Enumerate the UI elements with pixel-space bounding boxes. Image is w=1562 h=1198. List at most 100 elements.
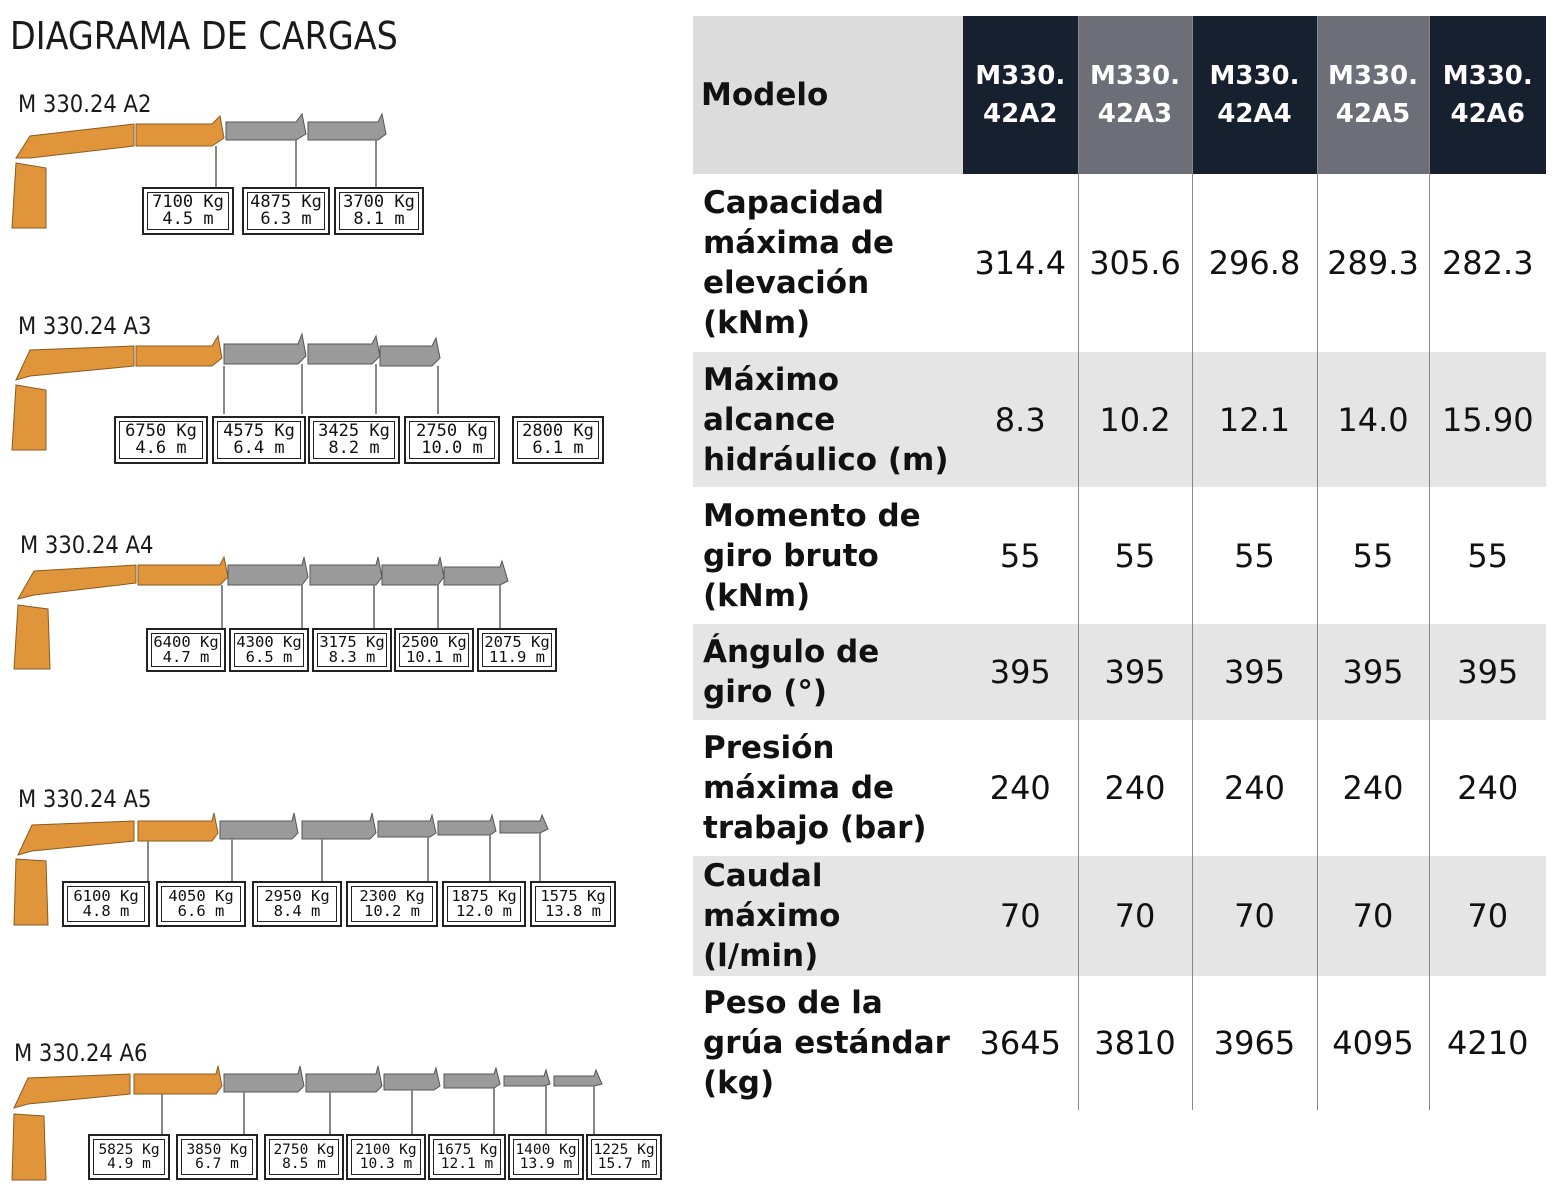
boom-segment-orange [133, 1065, 223, 1095]
table-cell: 8.3 [963, 352, 1078, 487]
boom-segment-gray [223, 1065, 305, 1093]
boom-segment-gray [301, 812, 377, 840]
load-box: 1225 Kg 15.7 m [586, 1134, 662, 1180]
table-row: Caudal máximo (l/min) 70 70 70 70 70 [693, 856, 1546, 976]
table-cell: 70 [1077, 856, 1192, 976]
header-model-42a2: M330. 42A2 [963, 16, 1078, 174]
table-cell: 240 [1077, 720, 1192, 856]
table-header-row: Modelo M330. 42A2 M330. 42A3 M330. 42A4 M33… [693, 16, 1546, 174]
crane-label-a4: M 330.24 A4 [20, 531, 154, 559]
table-cell: 3810 [1077, 976, 1192, 1110]
boom-arm-orange [15, 123, 135, 159]
boom-segment-gray [223, 332, 307, 365]
table-cell: 282.3 [1428, 174, 1546, 352]
table-cell: 395 [963, 624, 1078, 720]
load-box: 2750 Kg 8.5 m [264, 1134, 344, 1180]
load-box: 6750 Kg 4.6 m [114, 416, 208, 464]
table-cell: 55 [1316, 487, 1429, 624]
boom-segment-gray [307, 334, 381, 365]
table-row: Máximo alcance hidráulico (m) 8.3 10.2 12.… [693, 352, 1546, 487]
table-cell: 55 [1428, 487, 1546, 624]
boom-segment-gray [503, 1068, 551, 1087]
table-cell: 395 [1428, 624, 1546, 720]
table-cell: 70 [1428, 856, 1546, 976]
boom-segment-gray [443, 559, 509, 586]
row-label-weight: Peso de la grúa estándar (kg) [703, 985, 950, 1101]
load-box: 4300 Kg 6.5 m [229, 628, 309, 672]
load-box: 3700 Kg 8.1 m [334, 187, 424, 235]
table-cell: 305.6 [1077, 174, 1192, 352]
load-box: 1875 Kg 12.0 m [442, 881, 526, 927]
load-box: 3425 Kg 8.2 m [308, 416, 400, 464]
crane-diagram-a4 [13, 555, 509, 670]
boom-segment-gray [379, 336, 441, 367]
crane-label-a3: M 330.24 A3 [18, 312, 152, 340]
boom-segment-orange [137, 812, 219, 842]
table-cell: 70 [963, 856, 1078, 976]
table-cell: 70 [1191, 856, 1317, 976]
crane-column [13, 604, 51, 670]
load-box: 6400 Kg 4.7 m [146, 628, 226, 672]
header-model-42a5: M330. 42A5 [1316, 16, 1429, 174]
header-model-42a4: M330. 42A4 [1191, 16, 1317, 174]
table-cell: 240 [1191, 720, 1317, 856]
boom-segment-gray [219, 812, 299, 840]
row-label-capacity: Capacidad máxima de elevación (kNm) [703, 185, 895, 341]
diagram-title: DIAGRAMA DE CARGAS [10, 14, 398, 58]
table-cell: 12.1 [1191, 352, 1317, 487]
table-cell: 10.2 [1077, 352, 1192, 487]
crane-label-a6: M 330.24 A6 [14, 1039, 148, 1067]
table-cell: 14.0 [1316, 352, 1429, 487]
boom-segment-gray [305, 1065, 383, 1093]
boom-segment-gray [553, 1068, 603, 1087]
boom-arm-orange [17, 820, 135, 856]
row-label-working-pressure: Presión máxima de trabajo (bar) [703, 730, 927, 846]
table-cell: 296.8 [1191, 174, 1317, 352]
load-box: 1675 Kg 12.1 m [428, 1134, 506, 1180]
row-label-slewing-torque: Momento de giro bruto (kNm) [703, 497, 921, 614]
table-cell: 3645 [979, 1024, 1061, 1062]
row-label-flow: Caudal máximo (l/min) [693, 856, 963, 976]
load-box: 2800 Kg 6.1 m [512, 416, 604, 464]
header-model-label: Modelo [693, 16, 963, 174]
boom-segment-gray [377, 813, 437, 838]
table-cell: 240 [989, 769, 1051, 807]
table-cell: 395 [1191, 624, 1317, 720]
crane-diagram-a6 [11, 1065, 603, 1181]
crane-column [11, 1113, 47, 1181]
load-box: 2750 Kg 10.0 m [404, 416, 500, 464]
table-row: Presión máxima de trabajo (bar) 240 240 24… [693, 720, 1546, 856]
crane-diagram-a5 [13, 812, 549, 926]
table-row: Peso de la grúa estándar (kg) 3645 3810 39… [693, 976, 1546, 1110]
table-cell: 240 [1316, 720, 1429, 856]
table-cell: 55 [1077, 487, 1192, 624]
load-box: 1400 Kg 13.9 m [508, 1134, 584, 1180]
table-row: Ángulo de giro (°) 395 395 395 395 395 [693, 624, 1546, 720]
header-model-42a3: M330. 42A3 [1077, 16, 1192, 174]
load-box: 6100 Kg 4.8 m [62, 881, 150, 927]
load-box: 2500 Kg 10.1 m [394, 628, 474, 672]
table-cell: 240 [1428, 720, 1546, 856]
boom-segment-orange [135, 114, 225, 147]
row-label-slewing-angle: Ángulo de giro (°) [693, 624, 963, 720]
table-row: Momento de giro bruto (kNm) 55 55 55 55 55 [693, 487, 1546, 624]
boom-segment-gray [307, 112, 387, 141]
load-box: 7100 Kg 4.5 m [142, 187, 234, 235]
load-box: 4575 Kg 6.4 m [212, 416, 306, 464]
crane-diagram-a2 [11, 112, 387, 229]
boom-segment-orange [135, 334, 223, 367]
boom-arm-orange [13, 1073, 131, 1109]
table-cell: 4210 [1428, 976, 1546, 1110]
boom-segment-orange [137, 555, 229, 586]
boom-arm-orange [15, 345, 135, 381]
load-box: 2100 Kg 10.3 m [346, 1134, 426, 1180]
table-cell: 70 [1316, 856, 1429, 976]
spec-table: Modelo M330. 42A2 M330. 42A3 M330. 42A4 M33… [693, 16, 1546, 1110]
load-box: 4050 Kg 6.6 m [156, 881, 246, 927]
load-box: 2075 Kg 11.9 m [477, 628, 557, 672]
load-box: 3175 Kg 8.3 m [312, 628, 392, 672]
boom-segment-gray [437, 813, 497, 836]
table-cell: 314.4 [974, 244, 1067, 282]
row-label-reach: Máximo alcance hidráulico (m) [693, 352, 963, 487]
boom-segment-gray [227, 556, 309, 586]
